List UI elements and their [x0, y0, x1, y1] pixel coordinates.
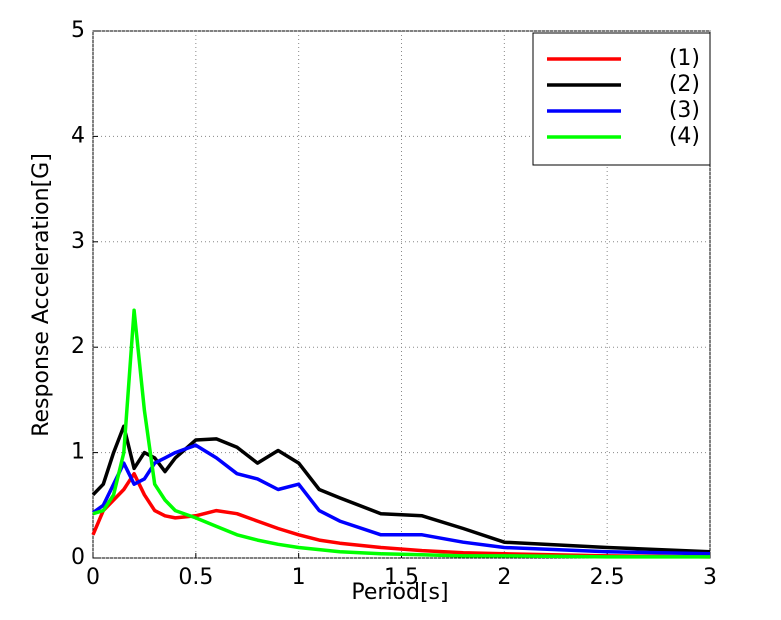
y-tick-label: 0	[71, 545, 85, 570]
x-tick-label: 3	[703, 565, 717, 590]
series-line	[92, 308, 710, 559]
legend-label: (3)	[669, 98, 700, 123]
x-axis-label: Period[s]	[351, 580, 448, 605]
x-tick-label: 2	[497, 565, 511, 590]
x-tick-label: 2.5	[590, 565, 625, 590]
x-tick-label: 1.5	[384, 565, 419, 590]
y-axis-label: Response Acceleration[G]	[29, 153, 54, 437]
x-tick-label: 0.5	[178, 565, 213, 590]
y-tick-label: 5	[71, 18, 85, 43]
y-tick-label: 2	[71, 334, 85, 359]
legend-label: (1)	[669, 46, 700, 71]
series-line	[91, 424, 711, 554]
legend-label: (4)	[669, 124, 700, 149]
legend-label: (2)	[669, 72, 700, 97]
x-tick-label: 0	[86, 565, 100, 590]
x-tick-label: 1	[292, 565, 306, 590]
series-line	[91, 443, 711, 556]
y-tick-label: 1	[71, 440, 85, 465]
y-tick-label: 3	[71, 229, 85, 254]
y-tick-label: 4	[71, 123, 85, 148]
legend-box	[532, 32, 711, 166]
